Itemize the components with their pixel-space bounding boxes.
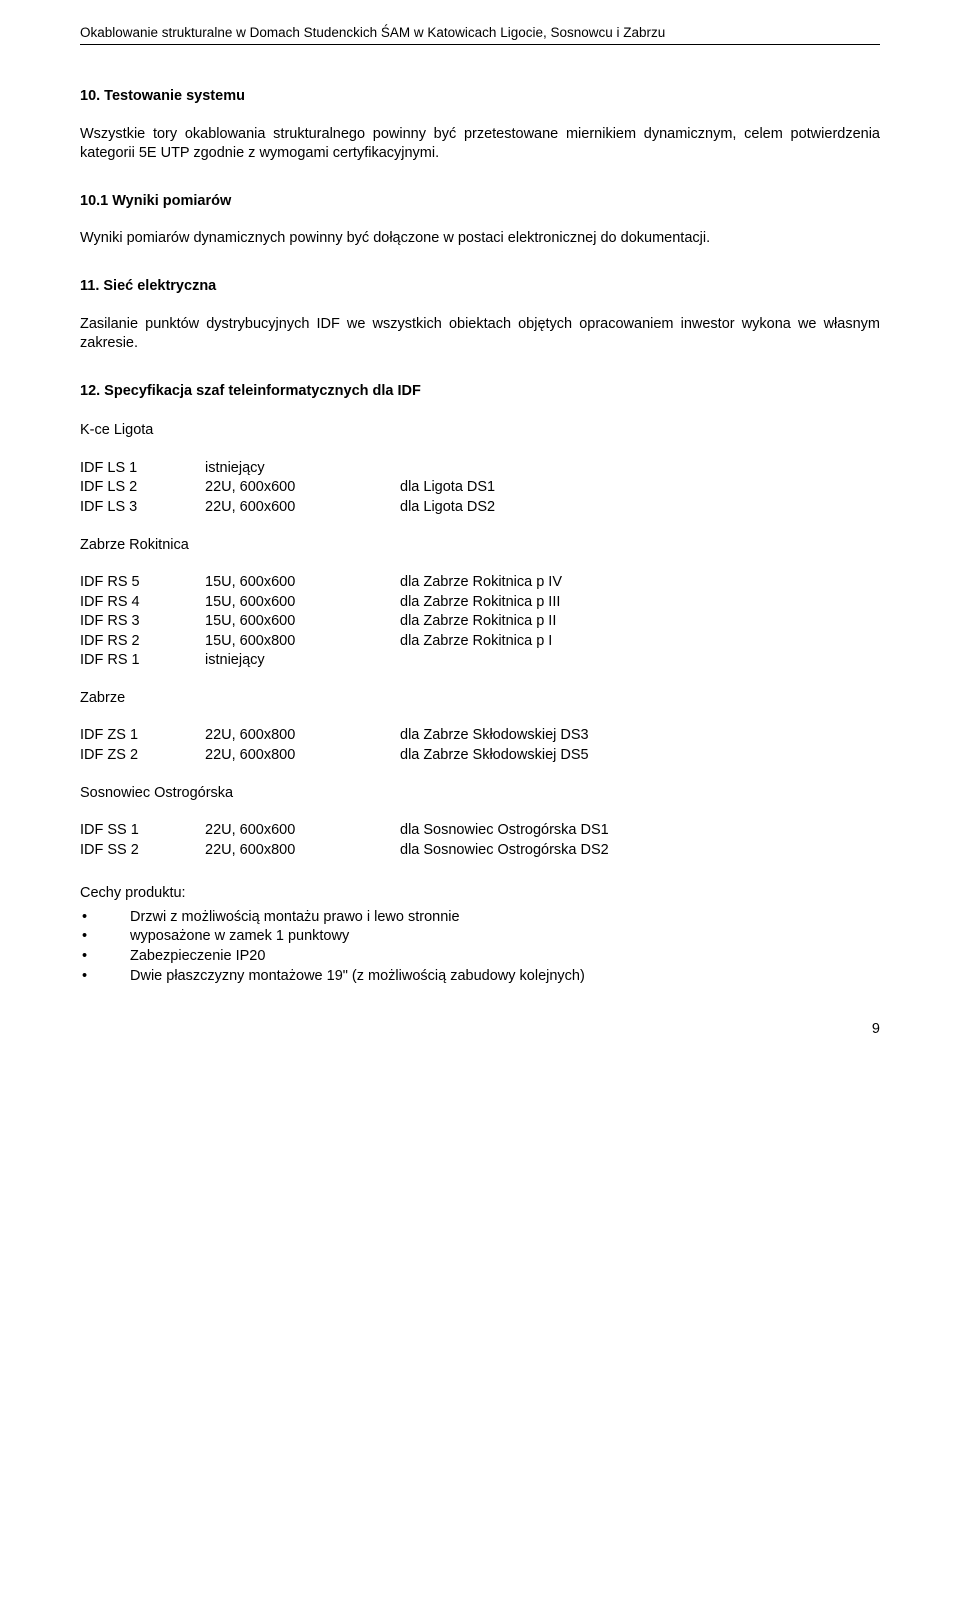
idf-spec: 22U, 600x600 xyxy=(205,821,400,841)
idf-row: IDF RS 3 15U, 600x600 dla Zabrze Rokitni… xyxy=(80,612,880,632)
section-10-1-title: 10.1 Wyniki pomiarów xyxy=(80,192,880,212)
idf-spec: istniejący xyxy=(205,459,400,479)
bullet-icon: • xyxy=(80,947,130,967)
idf-desc: dla Sosnowiec Ostrogórska DS2 xyxy=(400,841,880,861)
location-sosnowiec: Sosnowiec Ostrogórska xyxy=(80,784,880,804)
idf-desc: dla Zabrze Skłodowskiej DS5 xyxy=(400,746,880,766)
idf-desc xyxy=(400,459,880,479)
section-10-para: Wszystkie tory okablowania strukturalneg… xyxy=(80,125,880,164)
idf-row: IDF RS 2 15U, 600x800 dla Zabrze Rokitni… xyxy=(80,632,880,652)
idf-id: IDF SS 2 xyxy=(80,841,205,861)
idf-id: IDF RS 5 xyxy=(80,573,205,593)
feature-item: • Drzwi z możliwością montażu prawo i le… xyxy=(80,908,880,928)
idf-row: IDF SS 1 22U, 600x600 dla Sosnowiec Ostr… xyxy=(80,821,880,841)
idf-spec: istniejący xyxy=(205,651,400,671)
idf-spec: 22U, 600x600 xyxy=(205,498,400,518)
idf-id: IDF LS 1 xyxy=(80,459,205,479)
section-12-title: 12. Specyfikacja szaf teleinformatycznyc… xyxy=(80,382,880,402)
idf-desc xyxy=(400,651,880,671)
idf-desc: dla Zabrze Rokitnica p I xyxy=(400,632,880,652)
idf-id: IDF RS 3 xyxy=(80,612,205,632)
feature-item: • Dwie płaszczyzny montażowe 19" (z możl… xyxy=(80,967,880,987)
section-10-1-para: Wyniki pomiarów dynamicznych powinny być… xyxy=(80,229,880,249)
idf-spec: 22U, 600x800 xyxy=(205,841,400,861)
feature-item: • wyposażone w zamek 1 punktowy xyxy=(80,927,880,947)
idf-id: IDF ZS 2 xyxy=(80,746,205,766)
idf-row: IDF LS 2 22U, 600x600 dla Ligota DS1 xyxy=(80,478,880,498)
idf-id: IDF SS 1 xyxy=(80,821,205,841)
idf-row: IDF RS 5 15U, 600x600 dla Zabrze Rokitni… xyxy=(80,573,880,593)
page-number: 9 xyxy=(80,1020,880,1040)
idf-desc: dla Sosnowiec Ostrogórska DS1 xyxy=(400,821,880,841)
idf-desc: dla Ligota DS1 xyxy=(400,478,880,498)
idf-id: IDF RS 2 xyxy=(80,632,205,652)
idf-row: IDF ZS 2 22U, 600x800 dla Zabrze Skłodow… xyxy=(80,746,880,766)
idf-id: IDF LS 2 xyxy=(80,478,205,498)
idf-row: IDF SS 2 22U, 600x800 dla Sosnowiec Ostr… xyxy=(80,841,880,861)
idf-spec: 15U, 600x600 xyxy=(205,612,400,632)
idf-id: IDF LS 3 xyxy=(80,498,205,518)
section-11-para: Zasilanie punktów dystrybucyjnych IDF we… xyxy=(80,315,880,354)
idf-spec: 15U, 600x600 xyxy=(205,593,400,613)
idf-row: IDF RS 4 15U, 600x600 dla Zabrze Rokitni… xyxy=(80,593,880,613)
section-10-title: 10. Testowanie systemu xyxy=(80,87,880,107)
location-zabrze: Zabrze xyxy=(80,689,880,709)
location-ligota: K-ce Ligota xyxy=(80,421,880,441)
idf-id: IDF ZS 1 xyxy=(80,726,205,746)
idf-spec: 15U, 600x800 xyxy=(205,632,400,652)
idf-row: IDF LS 1 istniejący xyxy=(80,459,880,479)
idf-row: IDF LS 3 22U, 600x600 dla Ligota DS2 xyxy=(80,498,880,518)
bullet-icon: • xyxy=(80,908,130,928)
idf-spec: 22U, 600x600 xyxy=(205,478,400,498)
location-rokitnica: Zabrze Rokitnica xyxy=(80,536,880,556)
idf-spec: 15U, 600x600 xyxy=(205,573,400,593)
section-11-title: 11. Sieć elektryczna xyxy=(80,277,880,297)
idf-desc: dla Zabrze Rokitnica p IV xyxy=(400,573,880,593)
feature-text: wyposażone w zamek 1 punktowy xyxy=(130,927,349,947)
feature-item: • Zabezpieczenie IP20 xyxy=(80,947,880,967)
idf-row: IDF RS 1 istniejący xyxy=(80,651,880,671)
page-header: Okablowanie strukturalne w Domach Studen… xyxy=(80,24,880,42)
idf-spec: 22U, 600x800 xyxy=(205,746,400,766)
idf-id: IDF RS 4 xyxy=(80,593,205,613)
header-rule xyxy=(80,44,880,45)
idf-row: IDF ZS 1 22U, 600x800 dla Zabrze Skłodow… xyxy=(80,726,880,746)
features-title: Cechy produktu: xyxy=(80,884,880,904)
idf-spec: 22U, 600x800 xyxy=(205,726,400,746)
idf-id: IDF RS 1 xyxy=(80,651,205,671)
feature-text: Dwie płaszczyzny montażowe 19" (z możliw… xyxy=(130,967,585,987)
bullet-icon: • xyxy=(80,927,130,947)
idf-desc: dla Ligota DS2 xyxy=(400,498,880,518)
feature-text: Zabezpieczenie IP20 xyxy=(130,947,265,967)
feature-text: Drzwi z możliwością montażu prawo i lewo… xyxy=(130,908,460,928)
idf-desc: dla Zabrze Skłodowskiej DS3 xyxy=(400,726,880,746)
bullet-icon: • xyxy=(80,967,130,987)
idf-desc: dla Zabrze Rokitnica p II xyxy=(400,612,880,632)
idf-desc: dla Zabrze Rokitnica p III xyxy=(400,593,880,613)
